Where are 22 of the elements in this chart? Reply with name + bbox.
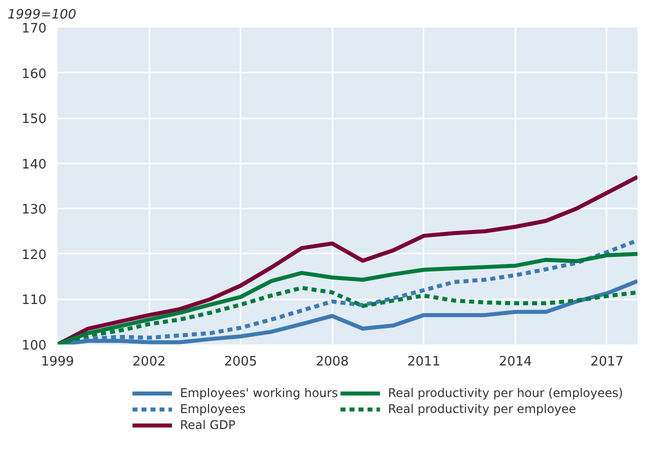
y-tick-label: 130: [22, 202, 47, 218]
y-axis-title: 1999=100: [8, 8, 76, 22]
y-tick-label: 160: [22, 66, 47, 82]
legend-label: Employees' working hours: [180, 386, 338, 400]
y-tick-label: 150: [22, 112, 47, 128]
x-tick-label: 2011: [407, 354, 440, 370]
x-tick-label: 2005: [224, 354, 258, 370]
legend-label: Real productivity per hour (employees): [388, 386, 624, 400]
x-tick-label: 2008: [316, 354, 349, 370]
y-tick-label: 120: [22, 248, 47, 263]
y-tick-label: 140: [22, 157, 47, 172]
legend-label: Real productivity per employee: [388, 402, 576, 416]
legend-label: Real GDP: [180, 418, 236, 432]
y-tick-label: 110: [22, 293, 47, 308]
legend-label: Employees: [180, 402, 246, 416]
line-series: [58, 174, 638, 344]
x-tick-label: 1999: [40, 354, 74, 370]
y-tick-label: 100: [22, 338, 47, 354]
x-tick-label: 2002: [132, 354, 166, 370]
x-tick-label: 2014: [498, 354, 532, 370]
x-tick-label: 2017: [590, 354, 624, 370]
y-tick-label: 170: [22, 22, 47, 36]
